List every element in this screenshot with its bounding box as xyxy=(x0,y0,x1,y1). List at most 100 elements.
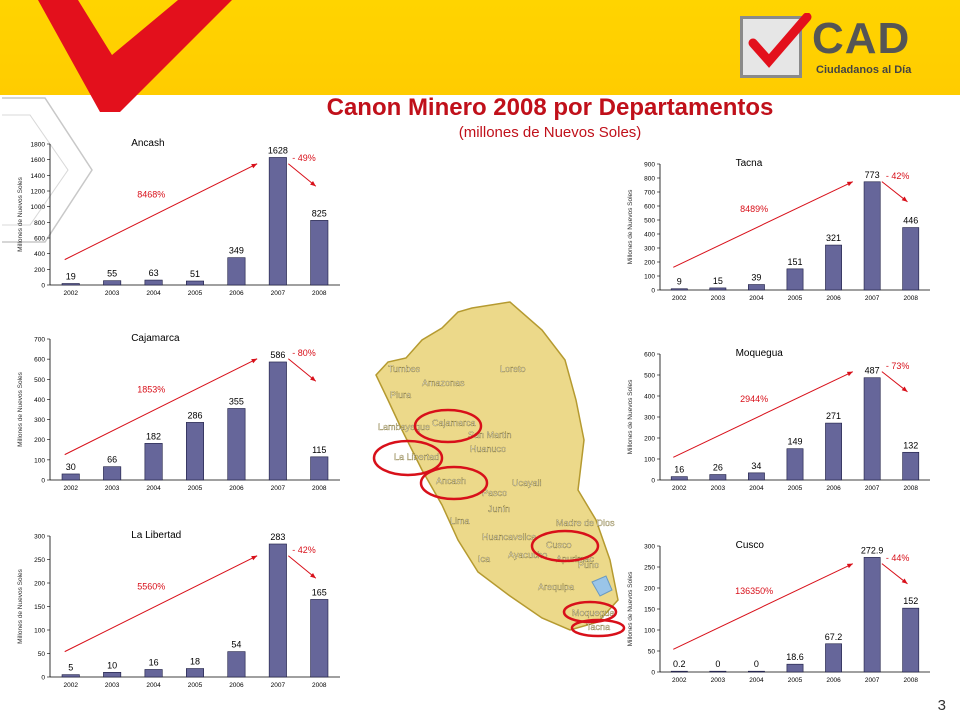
x-tick-label: 2002 xyxy=(672,485,687,492)
bar xyxy=(748,284,765,291)
y-axis-label: Millones de Nuevos Soles xyxy=(627,571,634,647)
page-title: Canon Minero 2008 por Departamentos xyxy=(326,94,774,121)
x-tick-label: 2007 xyxy=(865,485,880,492)
y-tick-label: 700 xyxy=(644,190,655,197)
y-tick-label: 100 xyxy=(644,457,655,464)
logo-checkbox-icon xyxy=(740,13,812,78)
chart-moquegua: Moquegua Millones de Nuevos Soles 0 100 200 3… xyxy=(620,340,940,500)
bar-value-label: 63 xyxy=(149,268,159,278)
y-tick-label: 0 xyxy=(41,675,45,682)
y-tick-label: 1000 xyxy=(31,204,46,211)
bar xyxy=(310,456,329,481)
growth-arrow-line xyxy=(673,563,854,650)
bar xyxy=(786,448,804,481)
bar xyxy=(186,280,205,286)
bar xyxy=(144,669,163,678)
map-label: Tumbes xyxy=(388,364,421,374)
y-tick-label: 300 xyxy=(34,534,45,541)
chevron-decoration-icon xyxy=(2,97,93,243)
y-axis-label: Millones de Nuevos Soles xyxy=(17,176,24,252)
map-label: Lima xyxy=(450,516,470,526)
bar-value-label: 26 xyxy=(713,463,723,473)
x-tick-label: 2006 xyxy=(826,677,841,684)
drop-label: - 42% xyxy=(886,171,910,181)
drop-arrow-head xyxy=(310,572,316,579)
y-tick-label: 1600 xyxy=(31,157,46,164)
growth-arrow-head xyxy=(251,163,258,169)
x-tick-label: 2007 xyxy=(271,290,286,297)
x-tick-label: 2005 xyxy=(188,682,203,689)
growth-label: 8489% xyxy=(740,204,768,214)
x-tick-label: 2007 xyxy=(271,485,286,492)
x-tick-label: 2008 xyxy=(903,677,918,684)
bar-value-label: 1628 xyxy=(268,145,288,155)
bar xyxy=(670,288,688,291)
drop-label: - 73% xyxy=(886,361,910,371)
y-tick-label: 50 xyxy=(38,651,46,658)
bar xyxy=(61,473,80,481)
y-tick-label: 800 xyxy=(644,176,655,183)
bar xyxy=(103,280,122,286)
x-tick-label: 2007 xyxy=(271,682,286,689)
map-label: Cusco xyxy=(546,540,572,550)
drop-arrow-head xyxy=(901,196,908,202)
bar-value-label: 0.2 xyxy=(673,659,686,669)
bar xyxy=(709,287,727,291)
bar xyxy=(268,543,287,678)
x-tick-label: 2003 xyxy=(105,290,120,297)
y-tick-label: 400 xyxy=(34,397,45,404)
bar xyxy=(186,422,205,481)
bar-value-label: 18 xyxy=(190,657,200,667)
chart-lalibertad: La Libertad Millones de Nuevos Soles 0 50 10… xyxy=(10,522,350,697)
check-mark-icon xyxy=(38,0,232,112)
drop-arrow-head xyxy=(310,375,316,382)
y-tick-label: 100 xyxy=(34,457,45,464)
growth-arrow-line xyxy=(673,371,854,458)
y-tick-label: 100 xyxy=(644,274,655,281)
highlight-ancash xyxy=(419,465,489,501)
bar xyxy=(61,674,80,678)
y-tick-label: 100 xyxy=(34,628,45,635)
x-tick-label: 2005 xyxy=(788,295,803,302)
x-tick-label: 2005 xyxy=(788,677,803,684)
y-tick-label: 900 xyxy=(644,162,655,169)
peru-outline xyxy=(375,301,619,631)
bar xyxy=(825,244,842,291)
y-tick-label: 800 xyxy=(34,220,45,227)
y-tick-label: 1400 xyxy=(31,173,46,180)
map-label: Junín xyxy=(488,504,510,514)
y-tick-label: 200 xyxy=(644,436,655,443)
bar xyxy=(863,557,881,673)
map-label: Madre de Dios xyxy=(556,518,615,528)
map-label: Huanuco xyxy=(470,444,506,454)
y-tick-label: 300 xyxy=(34,417,45,424)
bar xyxy=(786,663,804,673)
growth-arrow-head xyxy=(251,555,258,561)
bar xyxy=(227,651,246,678)
bar xyxy=(310,220,329,286)
chart-title: Moquegua xyxy=(736,348,784,359)
map-label: Puno xyxy=(578,560,599,570)
x-tick-label: 2002 xyxy=(63,485,78,492)
x-tick-label: 2004 xyxy=(749,295,764,302)
bar-value-label: 271 xyxy=(826,411,841,421)
bar-value-label: 349 xyxy=(229,246,244,256)
drop-arrow-head xyxy=(901,578,908,584)
bar xyxy=(748,670,765,673)
chart-title: Cusco xyxy=(736,540,765,551)
bar xyxy=(709,670,727,673)
bar xyxy=(227,408,246,481)
map-label: Ica xyxy=(478,554,490,564)
map-label: Cajamarca xyxy=(432,418,476,428)
bar xyxy=(144,279,163,286)
x-tick-label: 2006 xyxy=(229,682,244,689)
y-tick-label: 700 xyxy=(34,337,45,344)
x-tick-label: 2003 xyxy=(105,682,120,689)
map-label: Ucayali xyxy=(512,478,542,488)
bar-value-label: 487 xyxy=(865,366,880,376)
bar xyxy=(310,599,329,678)
y-tick-label: 600 xyxy=(644,352,655,359)
bar xyxy=(61,283,80,286)
x-tick-label: 2006 xyxy=(826,485,841,492)
growth-arrow-head xyxy=(846,371,853,377)
